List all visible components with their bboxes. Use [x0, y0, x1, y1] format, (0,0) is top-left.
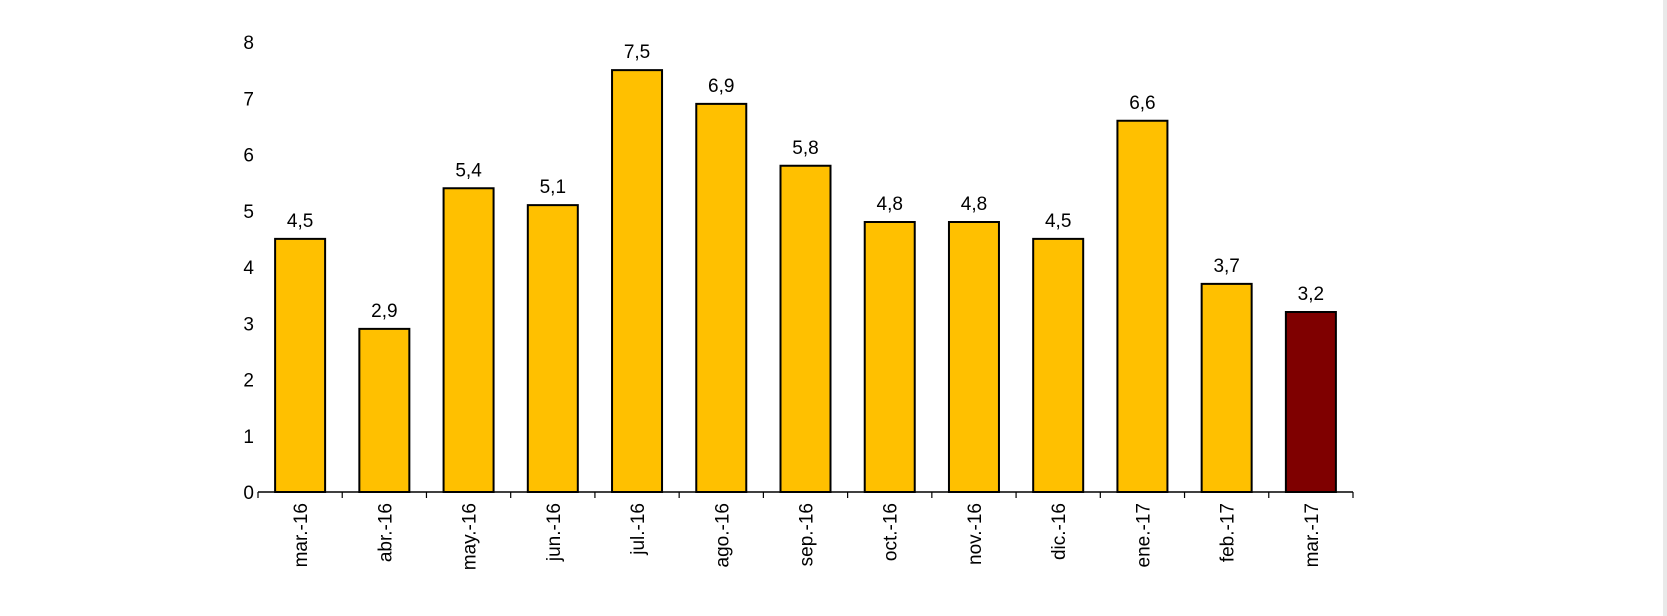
- bar: [611, 69, 664, 493]
- y-tick-label: 5: [243, 202, 254, 223]
- x-tick-label: jul.-16: [628, 503, 649, 556]
- x-tick-label: dic.-16: [1049, 503, 1070, 560]
- x-tick-label: sep.-16: [797, 503, 818, 566]
- x-tick-label: mar.-16: [291, 503, 312, 567]
- bar: [695, 102, 748, 493]
- bar-value-label: 6,6: [1129, 93, 1155, 114]
- x-tick-label: jun.-16: [544, 503, 565, 562]
- bar-value-label: 4,5: [1045, 211, 1071, 232]
- y-axis: 0 1 2 3 4 5 6 7 8: [243, 33, 254, 504]
- bar: [1284, 311, 1337, 493]
- bar-value-label: 2,9: [371, 301, 397, 322]
- x-tick-label: nov.-16: [965, 503, 986, 565]
- y-tick-label: 4: [243, 258, 254, 279]
- bar: [442, 187, 495, 493]
- y-tick-label: 2: [243, 371, 254, 392]
- bar-value-label: 6,9: [708, 76, 734, 97]
- y-tick-label: 3: [243, 314, 254, 335]
- bar-value-label: 5,8: [792, 138, 818, 159]
- y-tick-label: 8: [243, 33, 254, 54]
- y-tick-label: 7: [243, 89, 254, 110]
- x-tick-label: abr.-16: [375, 503, 396, 562]
- bar-value-label: 7,5: [624, 42, 650, 63]
- bar: [1032, 237, 1085, 493]
- x-tick-label: may.-16: [460, 503, 481, 570]
- data-labels: 4,5 2,9 5,4 5,1 7,5 6,9 5,8 4,8 4,8 4,5 6,6 3,7 3,2: [287, 42, 1324, 322]
- bar-value-label: 5,1: [540, 177, 566, 198]
- bar: [274, 237, 327, 493]
- x-tick-label: feb.-17: [1218, 503, 1239, 562]
- x-tick-label: mar.-17: [1302, 503, 1323, 567]
- bar-value-label: 4,8: [961, 194, 987, 215]
- bar-value-label: 3,2: [1298, 284, 1324, 305]
- bar-value-label: 4,8: [877, 194, 903, 215]
- bar: [1116, 119, 1169, 493]
- bar: [358, 327, 411, 493]
- bar: [1200, 282, 1253, 493]
- bar: [947, 221, 1000, 493]
- page-right-border: [1663, 0, 1667, 616]
- bar-value-label: 4,5: [287, 211, 313, 232]
- y-tick-label: 6: [243, 146, 254, 167]
- x-tick-label: ene.-17: [1133, 503, 1154, 567]
- y-tick-label: 1: [243, 427, 254, 448]
- x-tick-label: oct.-16: [881, 503, 902, 561]
- bar: [779, 164, 832, 493]
- x-axis: mar.-16 abr.-16 may.-16 jun.-16 jul.-16 ago.-…: [257, 491, 1354, 570]
- x-tick-label: ago.-16: [712, 503, 733, 567]
- bars: [274, 69, 1337, 493]
- bar-value-label: 3,7: [1213, 256, 1239, 277]
- bar: [526, 204, 579, 493]
- bar: [863, 221, 916, 493]
- y-tick-label: 0: [243, 483, 254, 504]
- bar-value-label: 5,4: [455, 160, 482, 181]
